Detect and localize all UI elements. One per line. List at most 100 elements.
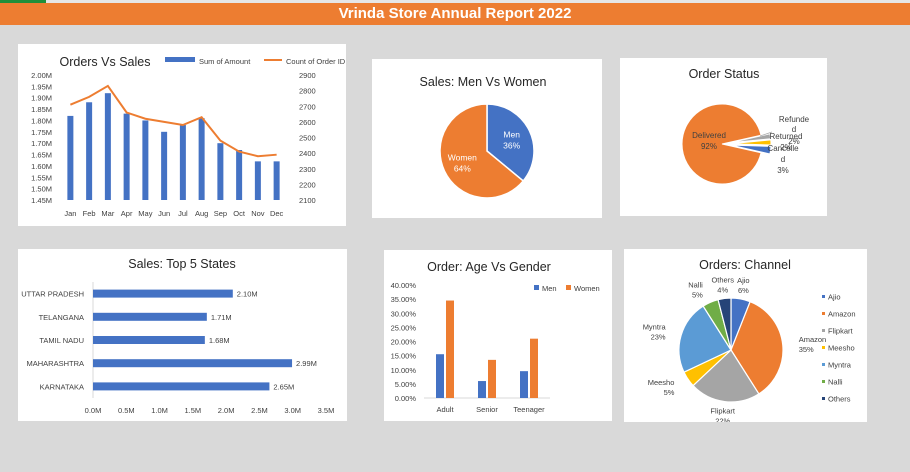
y-tick-label: 0.00% [395, 394, 417, 403]
legend-label-meesho: Meesho [828, 344, 855, 353]
x-tick-label: 3.0M [284, 406, 301, 415]
top5-states-chart: Sales: Top 5 States 0.0M 0.5M 1.0M 1.5M 2.0M 2… [21, 257, 334, 415]
y-right-tick-label: 2400 [299, 149, 316, 158]
y-right-tick-label: 2500 [299, 134, 316, 143]
chart-title: Orders Vs Sales [59, 55, 150, 69]
legend-swatch-bar [165, 57, 195, 62]
bar-aug [198, 118, 205, 200]
bar-telangana [93, 312, 207, 321]
orders-channel-panel[interactable]: Orders: Channel Ajio 6% Amazon 35% Flipkart 22… [624, 249, 867, 422]
bar-jun [161, 131, 168, 200]
orders-vs-sales-panel[interactable]: Orders Vs Sales Sum of Amount Count of Ord… [18, 44, 346, 226]
data-label: 2.10M [237, 290, 258, 299]
slice-value-label: 5% [664, 388, 675, 397]
y-left-tick-label: 1.95M [31, 82, 52, 91]
order-status-panel[interactable]: Order Status Delivered 92% Refunde d 2% Return… [620, 58, 827, 216]
slice-name-label: Men [503, 129, 520, 139]
y-tick-label: 25.00% [391, 323, 417, 332]
x-tick-label: 0.0M [85, 406, 102, 415]
y-left-tick-label: 1.60M [31, 162, 52, 171]
chart-title: Order Status [689, 67, 760, 81]
slice-value-label: 23% [651, 333, 666, 342]
report-title: Vrinda Store Annual Report 2022 [0, 3, 910, 25]
bar-apr [123, 113, 130, 200]
x-tick-label: Jun [158, 209, 170, 218]
slice-name-label: Returned [770, 132, 803, 141]
y-left-tick-label: 1.80M [31, 116, 52, 125]
bar-adult-women [446, 300, 454, 398]
legend-label-ajio: Ajio [828, 293, 841, 302]
x-tick-label: Aug [195, 209, 208, 218]
pie-slice-flipkart [692, 349, 760, 403]
y-left-tick-label: 1.90M [31, 94, 52, 103]
slice-value-label: 5% [692, 290, 703, 299]
age-vs-gender-panel[interactable]: Order: Age Vs Gender Men Women 0.00% 5.00% 10… [384, 250, 612, 421]
y-right-tick-label: 2100 [299, 196, 316, 205]
y-left-tick-label: 1.50M [31, 185, 52, 194]
legend-swatch-men [534, 285, 539, 290]
legend-swatch-women [566, 285, 571, 290]
bar-jan [67, 115, 74, 200]
slice-name-label: d [781, 155, 785, 164]
y-right-tick-label: 2700 [299, 102, 316, 111]
bar-oct [236, 150, 243, 200]
top5-states-panel[interactable]: Sales: Top 5 States 0.0M 0.5M 1.0M 1.5M 2.0M 2… [18, 249, 347, 421]
category-label: TELANGANA [39, 313, 84, 322]
bar-jul [179, 125, 186, 200]
orders-vs-sales-chart: Orders Vs Sales Sum of Amount Count of Ord… [31, 55, 346, 218]
slice-name-label: d [792, 125, 796, 134]
legend-label-bar: Sum of Amount [199, 57, 251, 66]
pie-slice-returned [730, 139, 772, 146]
slice-value-label: 35% [799, 345, 814, 354]
slice-value-label: 2% [788, 137, 800, 146]
slice-value-label: 6% [738, 286, 749, 295]
legend-label-men: Men [542, 284, 557, 293]
bar-nov [254, 161, 261, 200]
legend-swatch-others [822, 397, 825, 400]
category-label: UTTAR PRADESH [21, 290, 84, 299]
sales-men-women-panel[interactable]: Sales: Men Vs Women Men 36% Women 64% [372, 59, 602, 218]
y-tick-label: 30.00% [391, 309, 417, 318]
y-right-tick-label: 2200 [299, 180, 316, 189]
pie-slice-men [486, 103, 535, 183]
y-tick-label: 35.00% [391, 295, 417, 304]
slice-value-label: 92% [701, 142, 717, 151]
bar-teenager-men [520, 371, 528, 398]
pie-slice-women [439, 103, 525, 199]
data-label: 2.99M [296, 359, 317, 368]
slice-value-label: 3% [777, 166, 789, 175]
x-tick-label: Oct [233, 209, 246, 218]
y-tick-label: 10.00% [391, 366, 417, 375]
pie-slice-others [717, 297, 732, 351]
y-left-tick-label: 1.85M [31, 105, 52, 114]
y-left-tick-label: 1.70M [31, 139, 52, 148]
y-right-tick-label: 2900 [299, 71, 316, 80]
x-tick-label: Feb [83, 209, 96, 218]
slice-name-label: Flipkart [710, 406, 736, 415]
x-tick-label: Jan [64, 209, 76, 218]
bar-adult-men [436, 354, 444, 398]
pie-slice-amazon [730, 300, 784, 395]
slice-name-label: Myntra [643, 323, 667, 332]
y-right-tick-label: 2800 [299, 87, 316, 96]
chart-title: Sales: Top 5 States [128, 257, 235, 271]
x-tick-label: Teenager [513, 405, 545, 414]
bar-dec [273, 161, 280, 200]
sheet-strip [0, 0, 910, 3]
data-label: 2.65M [273, 382, 294, 391]
x-tick-label: 0.5M [118, 406, 135, 415]
y-tick-label: 20.00% [391, 338, 417, 347]
y-left-tick-label: 1.45M [31, 196, 52, 205]
slice-name-label: Meesho [648, 378, 675, 387]
category-label: TAMIL NADU [39, 336, 84, 345]
bar-may [142, 120, 149, 200]
slice-value-label: 22% [715, 416, 730, 422]
bar-maharashtra [93, 359, 293, 368]
y-tick-label: 5.00% [395, 380, 417, 389]
x-tick-label: Nov [251, 209, 265, 218]
age-vs-gender-chart: Order: Age Vs Gender Men Women 0.00% 5.00% 10… [391, 260, 600, 414]
y-right-tick-label: 2600 [299, 118, 316, 127]
slice-name-label: Delivered [692, 131, 726, 140]
data-label: 1.71M [211, 313, 232, 322]
